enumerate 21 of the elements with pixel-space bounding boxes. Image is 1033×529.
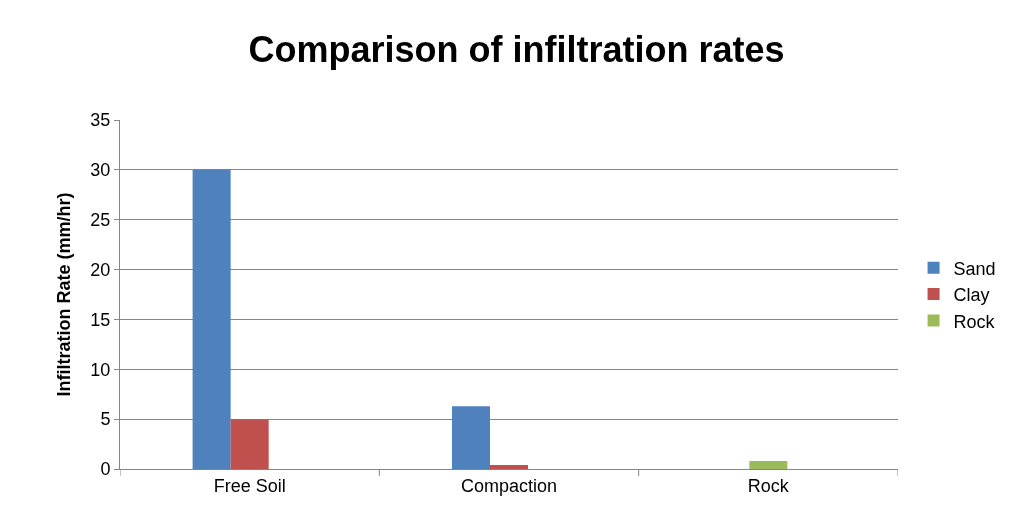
legend-label: Sand	[953, 258, 996, 279]
y-axis-title: Infiltration Rate (mm/hr)	[53, 192, 74, 397]
x-tick-label: Compaction	[460, 475, 558, 496]
legend-label: Clay	[953, 285, 990, 306]
bar	[192, 169, 231, 469]
y-tick-label: 5	[100, 409, 111, 430]
bar	[749, 461, 788, 469]
y-tick-label: 35	[90, 110, 111, 131]
x-tick-label: Free Soil	[213, 475, 286, 496]
y-tick-label: 20	[90, 259, 111, 280]
legend-label: Rock	[953, 311, 996, 332]
y-tick-label: 15	[90, 309, 111, 330]
chart-title: Comparison of infiltration rates	[248, 29, 785, 71]
y-tick-label: 10	[90, 359, 111, 380]
bar	[451, 406, 490, 469]
y-tick-label: 30	[90, 160, 111, 181]
bar	[230, 419, 269, 469]
bar	[489, 465, 529, 469]
x-tick-label: Rock	[747, 475, 790, 496]
y-tick-label: 0	[100, 459, 111, 480]
y-tick-label: 25	[90, 210, 111, 231]
